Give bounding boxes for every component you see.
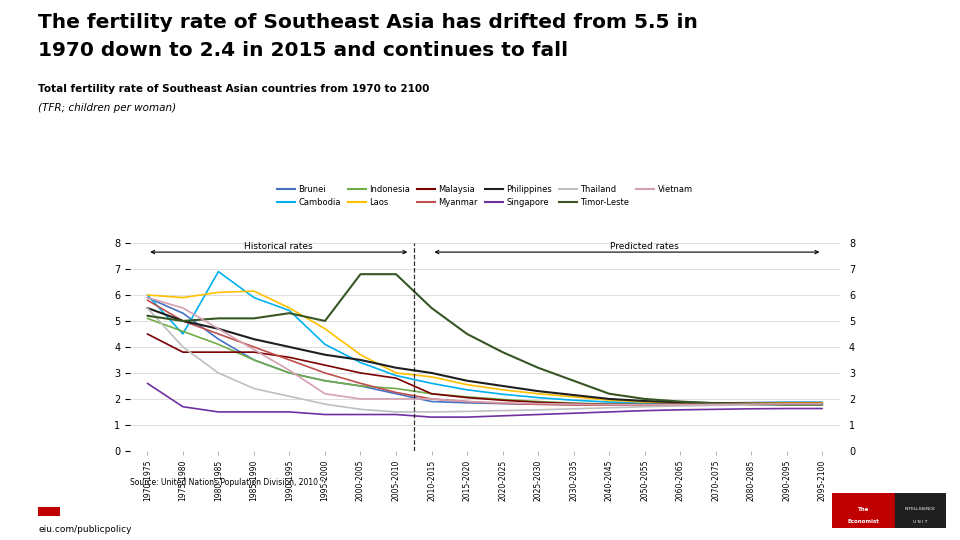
Text: INTELLIGENCE: INTELLIGENCE bbox=[904, 507, 936, 511]
Text: The: The bbox=[858, 508, 869, 512]
Legend: Brunei, Cambodia, Indonesia, Laos, Malaysia, Myanmar, Philippines, Singapore, Th: Brunei, Cambodia, Indonesia, Laos, Malay… bbox=[276, 185, 693, 207]
Text: Historical rates: Historical rates bbox=[245, 241, 313, 251]
Text: Predicted rates: Predicted rates bbox=[611, 241, 679, 251]
Text: (TFR; children per woman): (TFR; children per woman) bbox=[38, 103, 177, 113]
Bar bbox=[895, 493, 946, 528]
Text: 1970 down to 2.4 in 2015 and continues to fall: 1970 down to 2.4 in 2015 and continues t… bbox=[38, 40, 568, 59]
Text: Total fertility rate of Southeast Asian countries from 1970 to 2100: Total fertility rate of Southeast Asian … bbox=[38, 84, 430, 94]
Text: U N I T: U N I T bbox=[913, 520, 927, 524]
Text: eiu.com/publicpolicy: eiu.com/publicpolicy bbox=[38, 525, 132, 534]
Bar bbox=[832, 493, 895, 528]
Text: Source: United Nations Population Division, 2010.⁺ⁱ: Source: United Nations Population Divisi… bbox=[130, 478, 325, 487]
Text: Economist: Economist bbox=[848, 519, 879, 524]
Text: The fertility rate of Southeast Asia has drifted from 5.5 in: The fertility rate of Southeast Asia has… bbox=[38, 14, 698, 32]
